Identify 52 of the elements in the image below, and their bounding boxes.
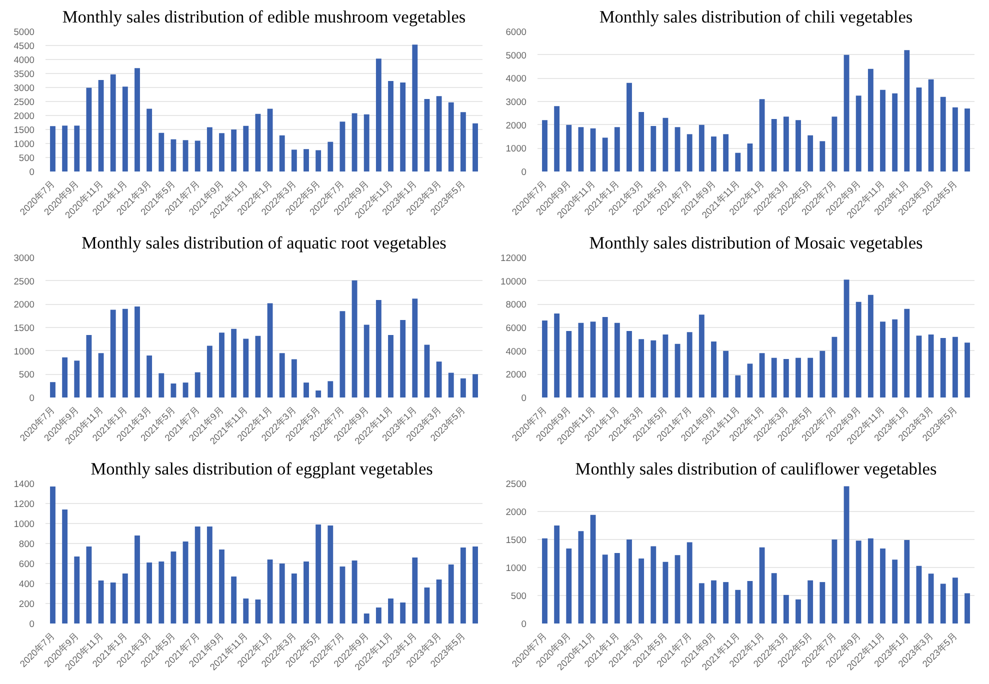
y-tick-label: 400 — [18, 579, 35, 589]
y-tick-label: 600 — [18, 559, 35, 569]
y-tick-label: 0 — [29, 393, 35, 403]
y-tick-label: 8000 — [506, 300, 527, 310]
y-tick-label: 6000 — [506, 27, 527, 37]
y-tick-label: 5000 — [506, 50, 527, 60]
y-tick-label: 0 — [29, 619, 35, 629]
y-tick-label: 0 — [29, 167, 35, 177]
chart-title: Monthly sales distribution of Mosaic vegetables — [589, 234, 924, 252]
y-tick-label: 2000 — [506, 120, 527, 130]
y-tick-label: 500 — [18, 370, 35, 380]
y-tick-label: 6000 — [506, 323, 527, 333]
y-tick-label: 1500 — [506, 535, 527, 545]
y-tick-label: 0 — [521, 167, 527, 177]
y-tick-label: 4000 — [506, 74, 527, 84]
chart-title: Monthly sales distribution of aquatic root vegetables — [82, 234, 447, 252]
y-tick-label: 800 — [18, 539, 35, 549]
chart-title: Monthly sales distribution of eggplant vegetables — [90, 460, 434, 478]
y-tick-label: 5000 — [14, 27, 35, 37]
y-tick-label: 500 — [18, 153, 35, 163]
y-tick-label: 2000 — [506, 370, 527, 380]
y-tick-label: 200 — [18, 599, 35, 609]
y-tick-label: 3500 — [14, 69, 35, 79]
y-tick-label: 12000 — [500, 253, 527, 263]
y-tick-label: 1000 — [506, 144, 527, 154]
y-tick-label: 0 — [521, 619, 527, 629]
y-tick-label: 4000 — [506, 346, 527, 356]
y-tick-label: 3000 — [506, 97, 527, 107]
y-tick-label: 500 — [510, 591, 527, 601]
y-tick-label: 2000 — [14, 111, 35, 121]
chart-title: Monthly sales distribution of chili vegetables — [599, 8, 913, 26]
y-tick-label: 10000 — [500, 276, 527, 286]
y-tick-label: 0 — [521, 393, 527, 403]
y-tick-label: 2000 — [506, 507, 527, 517]
y-tick-label: 1000 — [14, 346, 35, 356]
y-tick-label: 1000 — [506, 563, 527, 573]
y-tick-label: 1400 — [14, 479, 35, 489]
y-tick-label: 2500 — [14, 97, 35, 107]
y-tick-label: 3000 — [14, 253, 35, 263]
y-tick-label: 4000 — [14, 55, 35, 65]
y-tick-label: 2500 — [506, 479, 527, 489]
y-tick-label: 2500 — [14, 276, 35, 286]
y-tick-label: 1000 — [14, 519, 35, 529]
y-tick-label: 3000 — [14, 83, 35, 93]
chart-title: Monthly sales distribution of edible mushroom vegetables — [62, 8, 466, 26]
y-tick-label: 1000 — [14, 139, 35, 149]
y-tick-label: 1500 — [14, 125, 35, 135]
y-tick-label: 4500 — [14, 41, 35, 51]
y-tick-label: 1500 — [14, 323, 35, 333]
y-tick-label: 1200 — [14, 499, 35, 509]
chart-title: Monthly sales distribution of cauliflower vegetables — [575, 460, 937, 478]
y-tick-label: 2000 — [14, 300, 35, 310]
